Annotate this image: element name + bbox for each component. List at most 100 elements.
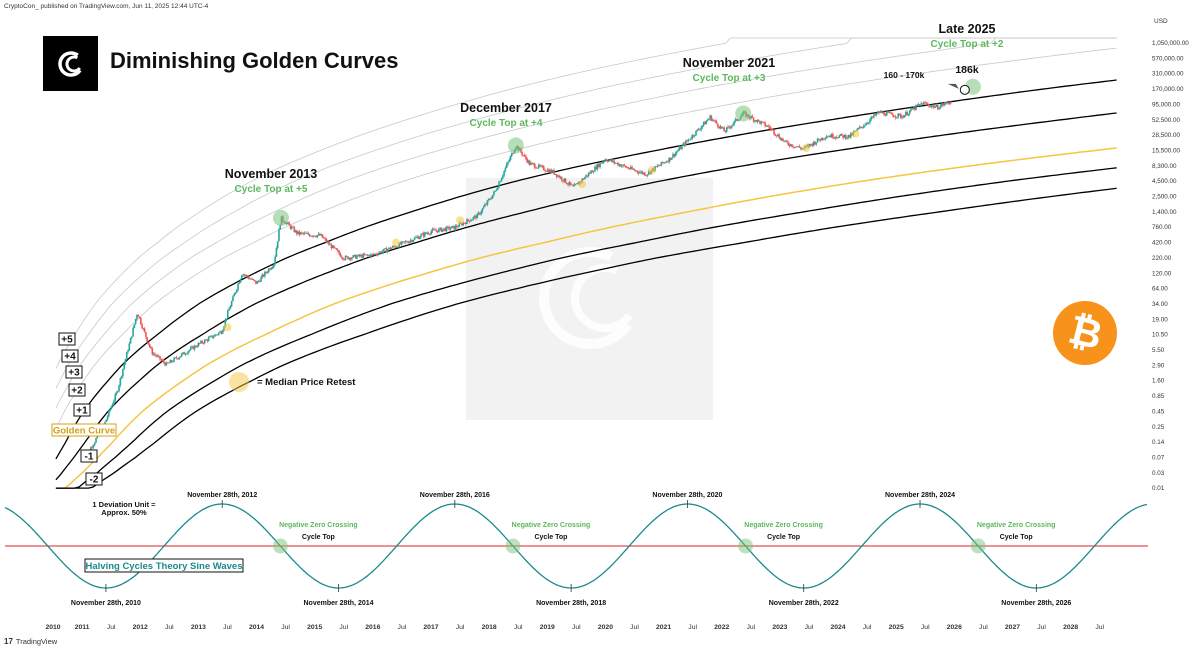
candle-body <box>844 134 847 139</box>
candle-body <box>379 251 381 254</box>
candle-body <box>320 234 322 236</box>
candle-body <box>810 143 812 145</box>
price-tick-label: 1,050,000.00 <box>1152 40 1189 47</box>
candle-body <box>896 117 898 118</box>
candle-body <box>184 354 187 355</box>
candle-body <box>550 169 553 173</box>
candle-body <box>353 254 356 256</box>
time-tick-label: Jul <box>863 624 872 631</box>
deviation-band-curve <box>55 37 1117 389</box>
candle-body <box>614 162 617 164</box>
time-tick-label: 2023 <box>772 624 787 631</box>
time-tick-label: 2018 <box>482 624 497 631</box>
time-tick-label: Jul <box>398 624 407 631</box>
candle-body <box>846 137 848 139</box>
candle-body <box>812 141 815 146</box>
candle-body <box>449 228 452 230</box>
candle-body <box>838 135 841 138</box>
time-tick-label: Jul <box>921 624 930 631</box>
candle-body <box>393 246 395 247</box>
candle-body <box>862 125 865 128</box>
candle-body <box>195 345 197 347</box>
candle-body <box>727 126 729 128</box>
candle-body <box>773 129 775 135</box>
candle-body <box>815 142 818 145</box>
candle-body <box>541 165 544 167</box>
time-tick-label: 2022 <box>714 624 729 631</box>
candle-body <box>750 116 752 119</box>
candle-body <box>641 171 644 174</box>
candle-body <box>416 236 418 238</box>
candle-body <box>339 253 342 257</box>
price-tick-label: 34.00 <box>1152 301 1168 308</box>
candle-body <box>328 241 330 245</box>
candle-body <box>596 164 599 170</box>
candle-body <box>779 138 782 141</box>
candle-body <box>324 238 326 240</box>
price-axis: USD 1,050,000.00 570,000.00 310,000.00 170,0… <box>1152 18 1189 492</box>
candle-body <box>365 254 367 256</box>
candle-body <box>426 233 429 234</box>
candle-body <box>91 447 93 448</box>
candle-body <box>870 116 873 120</box>
candle-body <box>679 147 682 150</box>
zero-crossing-marker <box>970 538 986 554</box>
cryptocon-logo <box>43 36 98 91</box>
candle-body <box>441 229 444 232</box>
candle-body <box>179 356 182 358</box>
candle-body <box>374 253 376 255</box>
candle-body <box>699 129 701 131</box>
candle-body <box>207 337 210 341</box>
candle-body <box>152 353 155 355</box>
sine-wave-panel: November 28th, 2012 November 28th, 2016 No… <box>4 492 1148 607</box>
candle-body <box>104 421 106 425</box>
candle-body <box>174 357 177 359</box>
candle-body <box>912 107 915 110</box>
candle-body <box>887 111 889 113</box>
zero-crossing-marker <box>738 538 754 554</box>
candle-body <box>505 163 508 168</box>
candle-body <box>948 102 951 104</box>
candle-body <box>587 173 590 177</box>
candle-body <box>537 164 540 168</box>
candle-body <box>154 353 156 356</box>
candle-body <box>714 120 717 122</box>
candle-body <box>435 230 438 232</box>
candle-body <box>798 146 801 148</box>
candle-body <box>237 284 239 290</box>
candle-body <box>823 138 825 140</box>
candle-body <box>594 166 596 172</box>
candle-body <box>834 136 837 139</box>
candle-body <box>432 229 435 230</box>
candle-body <box>337 249 339 251</box>
candle-body <box>491 195 494 199</box>
candle-body <box>462 222 464 226</box>
candle-body <box>760 121 763 124</box>
sine-wave <box>4 503 1148 589</box>
candle-body <box>171 361 174 363</box>
publisher-line: CryptoCon_ published on TradingView.com,… <box>4 3 209 10</box>
candle-body <box>302 232 305 234</box>
candle-body <box>325 238 328 243</box>
candle-body <box>252 278 255 281</box>
median-legend-label: = Median Price Retest <box>257 377 356 388</box>
candle-body <box>389 247 392 250</box>
candle-body <box>866 123 869 124</box>
candle-body <box>178 357 180 360</box>
candle-body <box>600 162 603 164</box>
candle-body <box>342 257 344 260</box>
candle-body <box>164 362 166 366</box>
candle-body <box>621 165 623 167</box>
candle-body <box>908 110 911 115</box>
candle-body <box>835 136 838 138</box>
candle-body <box>670 157 673 160</box>
brand-name: TradingView <box>15 637 58 646</box>
candle-body <box>777 134 779 137</box>
candle-body <box>592 171 595 173</box>
candle-body <box>500 178 503 182</box>
candle-body <box>551 169 554 173</box>
candle-body <box>397 246 399 248</box>
candle-body <box>340 256 343 258</box>
candle-body <box>210 335 212 337</box>
candle-body <box>797 146 800 148</box>
